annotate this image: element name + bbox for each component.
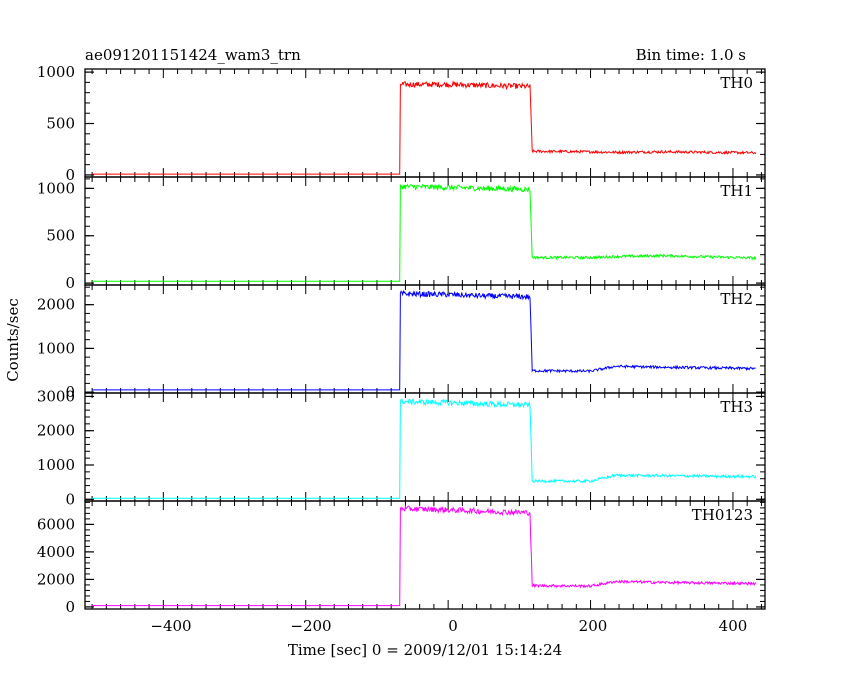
y-axis-label: Counts/sec <box>4 298 22 382</box>
panel-th0123: 0 2000 4000 6000 TH0123 <box>37 500 766 616</box>
bin-time-label: Bin time: 1.0 s <box>636 46 746 64</box>
panel-th1: 0 500 1000 TH1 <box>37 176 766 292</box>
y-tick-label: 1000 <box>37 456 75 474</box>
y-tick-label: 6000 <box>37 515 75 533</box>
y-tick-label: 500 <box>46 227 75 245</box>
panel-frame <box>84 392 766 502</box>
y-tick-label: 500 <box>46 115 75 133</box>
y-tick-label: 0 <box>65 166 75 184</box>
series-line <box>92 80 757 175</box>
x-tick-label: −200 <box>290 617 331 635</box>
panel-th0: 0 500 1000 TH0 <box>37 63 766 184</box>
series-line <box>92 504 757 607</box>
panel-th2: 0 1000 2000 TH2 <box>37 284 766 401</box>
panel-frame <box>84 500 766 610</box>
y-tick-label: 1000 <box>37 339 75 357</box>
panel-frame <box>84 284 766 394</box>
panel-label: TH1 <box>720 182 753 200</box>
y-tick-label: 0 <box>65 598 75 616</box>
y-tick-label: 4000 <box>37 543 75 561</box>
panel-frame <box>84 176 766 286</box>
panel-frame <box>84 68 766 178</box>
x-axis-label: Time [sec] 0 = 2009/12/01 15:14:24 <box>288 641 562 659</box>
panel-th3: 0 1000 2000 3000 TH3 <box>37 387 766 508</box>
panel-label: TH0123 <box>692 506 753 524</box>
panel-label: TH0 <box>720 74 753 92</box>
chart-title: ae091201151424_wam3_trn <box>85 46 301 64</box>
y-tick-label: 0 <box>65 490 75 508</box>
y-tick-label: 2000 <box>37 570 75 588</box>
x-tick-label: −400 <box>150 617 191 635</box>
y-tick-label: 2000 <box>37 296 75 314</box>
series-line <box>92 289 756 391</box>
y-tick-label: 3000 <box>37 387 75 405</box>
x-tick-label: 0 <box>448 617 458 635</box>
panel-label: TH3 <box>720 398 753 416</box>
y-tick-label: 1000 <box>37 63 75 81</box>
x-tick-label: 200 <box>579 617 608 635</box>
y-tick-label: 0 <box>65 274 75 292</box>
y-tick-label: 1000 <box>37 179 75 197</box>
x-tick-label: 400 <box>719 617 748 635</box>
x-tick-labels: −400 −200 0 200 400 <box>150 617 747 635</box>
series-line <box>92 398 757 499</box>
y-tick-label: 0 <box>65 383 75 401</box>
series-line <box>92 183 757 282</box>
y-tick-label: 2000 <box>37 422 75 440</box>
panel-label: TH2 <box>720 290 753 308</box>
